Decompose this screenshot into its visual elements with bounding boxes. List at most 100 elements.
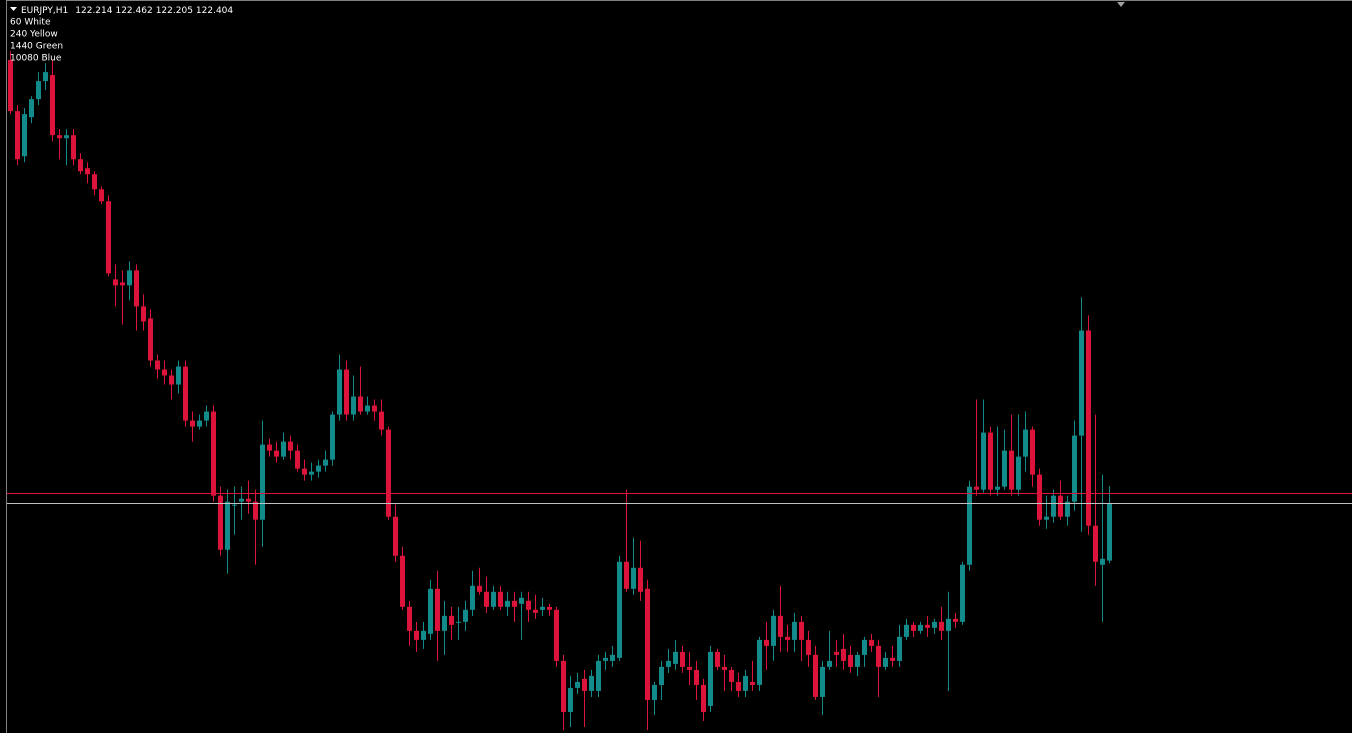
candle-body: [218, 495, 223, 550]
candle-body: [561, 660, 566, 712]
candle-body: [351, 396, 356, 415]
candle-body: [344, 369, 349, 415]
candle-body: [120, 282, 125, 286]
candle-body: [869, 639, 874, 646]
candle-body: [806, 639, 811, 655]
ohlc-label: 122.404: [196, 6, 233, 16]
candle-body: [505, 600, 510, 607]
candle-body: [1030, 429, 1035, 475]
candle-body: [988, 432, 993, 490]
candle-body: [407, 606, 412, 631]
candle-body: [946, 618, 951, 631]
candle-body: [939, 621, 944, 631]
candle-body: [540, 606, 545, 610]
candle-body: [176, 366, 181, 385]
candle-body: [519, 597, 524, 604]
candle-body: [771, 615, 776, 646]
candle-body: [379, 411, 384, 430]
candle-body: [1002, 450, 1007, 487]
candle-body: [547, 606, 552, 610]
candle-body: [687, 666, 692, 670]
candle-body: [785, 636, 790, 640]
candle-body: [792, 621, 797, 640]
candle-body: [1058, 495, 1063, 517]
candle-body: [260, 444, 265, 520]
candle-body: [701, 684, 706, 712]
annotation: 10080 Blue: [10, 54, 62, 64]
candle-body: [911, 624, 916, 631]
candle-body: [274, 450, 279, 457]
candle-body: [29, 99, 34, 118]
candle-body: [967, 486, 972, 565]
candle-body: [302, 468, 307, 475]
candle-body: [666, 660, 671, 667]
candle-body: [386, 429, 391, 517]
candle-body: [974, 486, 979, 490]
plot-area: [7, 51, 1352, 730]
candle-body: [15, 111, 20, 160]
candle-body: [232, 504, 237, 506]
candle-body: [582, 678, 587, 691]
candle-body: [1044, 516, 1049, 520]
candle-body: [890, 657, 895, 661]
candle-body: [659, 666, 664, 685]
candle-body: [1065, 501, 1070, 517]
candle-body: [610, 654, 615, 661]
candle-body: [400, 555, 405, 607]
candle-body: [596, 660, 601, 691]
candle-body: [246, 498, 251, 502]
candle-body: [463, 609, 468, 622]
candle-body: [113, 279, 118, 286]
candle-body: [1086, 330, 1091, 526]
candle-body: [995, 486, 1000, 490]
candle-body: [330, 414, 335, 460]
candle-body: [1051, 495, 1056, 517]
candle-body: [323, 459, 328, 466]
candle-body: [764, 639, 769, 646]
candle-body: [134, 270, 139, 307]
candle-body: [925, 624, 930, 628]
candle-body: [78, 159, 83, 172]
candle-body: [617, 561, 622, 658]
candle-body: [64, 135, 69, 139]
candle-body: [722, 666, 727, 670]
candle-body: [827, 660, 832, 667]
chart-title: EURJPY,H1: [21, 6, 68, 16]
candle-body: [204, 411, 209, 421]
candle-body: [337, 369, 342, 415]
candle-body: [883, 657, 888, 667]
candle-body: [631, 567, 636, 589]
candle-body: [92, 174, 97, 190]
candle-body: [267, 444, 272, 451]
ohlc-label: 122.462: [115, 6, 152, 16]
candle-body: [799, 621, 804, 640]
candle-body: [533, 609, 538, 613]
candle-body: [449, 615, 454, 625]
candle-body: [43, 72, 48, 82]
candle-body: [813, 654, 818, 697]
candle-body: [57, 135, 62, 139]
candle-body: [526, 600, 531, 610]
candle-body: [365, 405, 370, 412]
candle-body: [589, 675, 594, 691]
candle-body: [155, 360, 160, 370]
ohlc-label: 122.205: [156, 6, 193, 16]
candle-body: [169, 375, 174, 385]
candle-body: [512, 600, 517, 607]
menu-arrow[interactable]: [10, 7, 17, 11]
candle-body: [820, 666, 825, 697]
candle-body: [71, 135, 76, 160]
candle-body: [841, 648, 846, 661]
candle-body: [309, 471, 314, 475]
candle-body: [953, 618, 958, 622]
chart-header: EURJPY,H1 122.214 122.462 122.205 122.404: [21, 6, 233, 16]
candle-body: [253, 501, 258, 520]
candle-body: [645, 588, 650, 700]
candle-body: [470, 585, 475, 610]
candle-body: [624, 561, 629, 589]
candle-body: [239, 498, 244, 502]
candle-body: [211, 411, 216, 496]
candle-body: [743, 675, 748, 691]
